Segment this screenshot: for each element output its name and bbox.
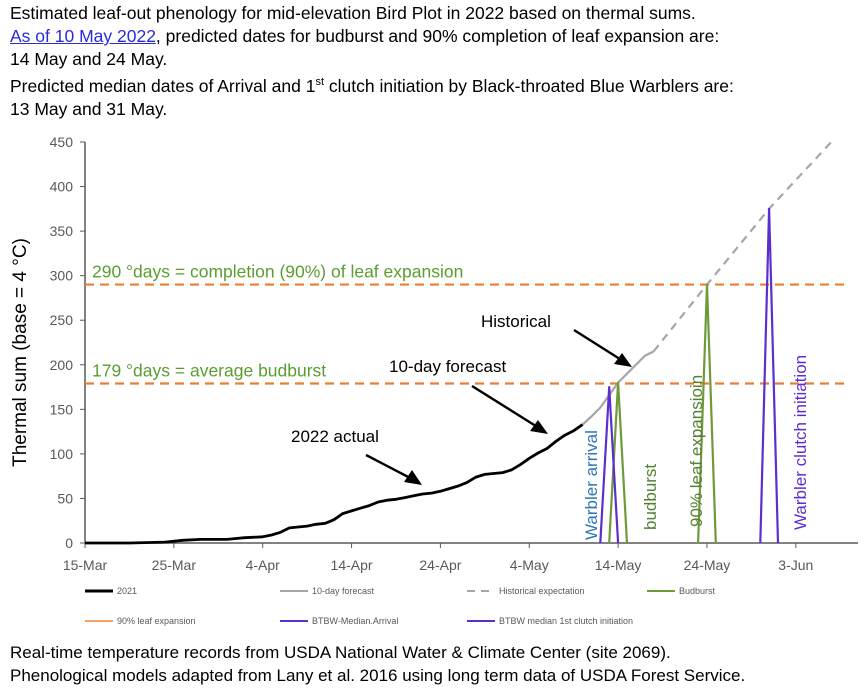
annotation-arrow [471, 384, 540, 430]
series-line [652, 141, 833, 353]
series-line [85, 423, 584, 545]
header-line-2: As of 10 May 2022, predicted dates for b… [10, 25, 860, 48]
legend-label: 10-day forecast [312, 586, 375, 596]
y-tick-label: 350 [50, 223, 74, 239]
legend-label: Budburst [679, 586, 716, 596]
legend-label: BTBW median 1st clutch initiation [499, 616, 633, 626]
reference-line-label: 179 °days = average budburst [92, 360, 326, 380]
annotation-arrow [365, 453, 415, 482]
y-tick-label: 100 [50, 446, 74, 462]
series-line [608, 381, 629, 544]
x-tick-label: 24-May [684, 557, 731, 573]
chart-header: Estimated leaf-out phenology for mid-ele… [10, 2, 860, 121]
vertical-label: budburst [641, 464, 660, 530]
annotation-arrow-head [530, 420, 548, 434]
annotation-arrow-head [404, 470, 422, 485]
y-tick-label: 400 [50, 179, 74, 195]
y-tick-label: 50 [57, 490, 73, 506]
header-line-4-post: clutch initiation by Black-throated Blue… [324, 75, 734, 96]
y-tick-label: 450 [50, 134, 74, 150]
legend-label: BTBW-Median.Arrival [312, 616, 398, 626]
footer-line-2: Phenological models adapted from Lany et… [10, 666, 746, 685]
y-tick-label: 150 [50, 401, 74, 417]
footer-line-1: Real-time temperature records from USDA … [10, 643, 671, 662]
series-line [599, 386, 620, 544]
vertical-label: Warbler arrival [582, 430, 601, 540]
header-line-3: 14 May and 24 May. [10, 49, 168, 69]
legend-label: 90% leaf expansion [117, 616, 196, 626]
chart-footer: Real-time temperature records from USDA … [10, 641, 860, 687]
y-axis-label: Thermal sum (base = 4 °C) [10, 238, 31, 467]
y-tick-label: 0 [65, 535, 73, 551]
legend-label: 2021 [117, 586, 137, 596]
vertical-label: Warbler clutch initiation [791, 355, 810, 530]
annotation-text: 10-day forecast [389, 357, 506, 376]
annotation-arrow [573, 328, 624, 363]
as-of-date-link[interactable]: As of 10 May 2022 [10, 26, 156, 46]
header-line-2-rest: , predicted dates for budburst and 90% c… [155, 26, 720, 46]
y-tick-label: 200 [50, 357, 74, 373]
x-tick-label: 14-May [595, 557, 642, 573]
x-tick-label: 3-Jun [778, 557, 813, 573]
y-tick-label: 250 [50, 312, 74, 328]
annotation-arrow-head [614, 353, 632, 367]
x-tick-label: 4-Apr [246, 557, 281, 573]
annotation-text: 2022 actual [291, 427, 379, 446]
x-tick-label: 4-May [510, 557, 549, 573]
y-tick-label: 300 [50, 268, 74, 284]
header-line-1: Estimated leaf-out phenology for mid-ele… [10, 3, 696, 23]
annotation-text: Historical [481, 312, 551, 331]
vertical-label: 90% leaf expansioin [687, 375, 706, 527]
x-tick-label: 15-Mar [63, 557, 108, 573]
series-line [697, 283, 717, 544]
reference-line-label: 290 °days = completion (90%) of leaf exp… [92, 262, 463, 282]
series-line [759, 207, 780, 544]
x-tick-label: 24-Apr [419, 557, 461, 573]
header-line-4-pre: Predicted median dates of Arrival and 1 [10, 75, 316, 96]
header-line-4: Predicted median dates of Arrival and 1s… [10, 71, 860, 98]
x-tick-label: 14-Apr [331, 557, 373, 573]
header-line-5: 13 May and 31 May. [10, 98, 168, 119]
legend-label: Historical expectation [499, 586, 585, 596]
header-line-4-sup: st [315, 76, 325, 88]
x-tick-label: 25-Mar [152, 557, 197, 573]
